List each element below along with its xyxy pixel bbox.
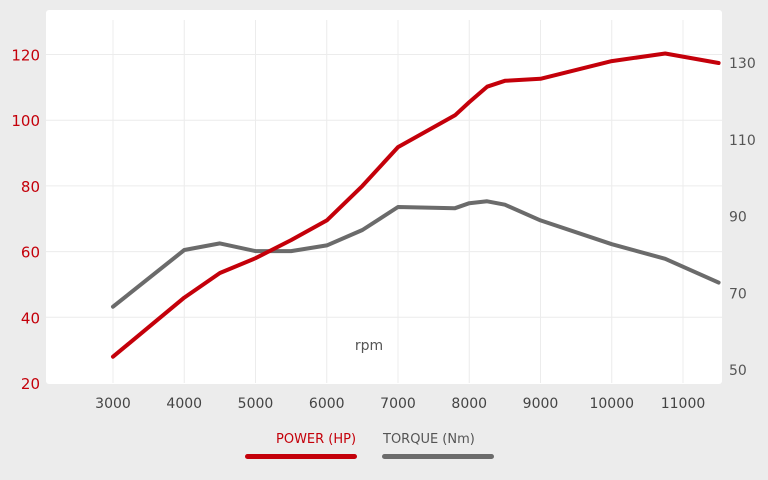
- y-right-tick-label: 130: [729, 56, 756, 72]
- y-right-tick-label: 50: [729, 363, 747, 379]
- x-tick-label: 9000: [523, 396, 559, 412]
- right-axis-ticks: 50 70 90 110 130: [729, 56, 756, 379]
- left-axis-ticks: 20 40 60 80 100 120: [11, 47, 40, 394]
- grid-horizontal: [46, 54, 722, 318]
- x-tick-label: 5000: [238, 396, 274, 412]
- legend-torque: TORQUE (Nm): [382, 432, 494, 462]
- y-left-tick-label: 60: [21, 244, 40, 262]
- grid-vertical: [112, 20, 684, 383]
- power-series: [111, 51, 721, 359]
- x-tick-label: 6000: [309, 396, 345, 412]
- y-left-tick-label: 120: [11, 47, 40, 65]
- x-tick-label: 4000: [166, 396, 202, 412]
- chart-card: [46, 10, 722, 384]
- y-right-tick-label: 110: [729, 133, 756, 149]
- y-left-tick-label: 80: [21, 178, 40, 196]
- legend-torque-label: TORQUE (Nm): [383, 432, 475, 447]
- y-right-tick-label: 70: [729, 286, 747, 302]
- legend-power: POWER (HP): [245, 432, 357, 462]
- y-left-tick-label: 20: [21, 375, 40, 393]
- torque-line: [111, 199, 721, 309]
- legend-torque-swatch: [382, 454, 494, 459]
- x-axis-label: rpm: [355, 338, 383, 354]
- torque-series: [111, 199, 721, 309]
- x-axis-ticks: 3000 4000 5000 6000 7000 8000 9000 10000 11000: [95, 396, 705, 412]
- legend-power-label: POWER (HP): [276, 432, 357, 447]
- x-tick-label: 7000: [380, 396, 416, 412]
- legend-power-swatch: [245, 454, 357, 459]
- x-tick-label: 8000: [451, 396, 487, 412]
- y-left-tick-label: 100: [11, 112, 40, 130]
- x-tick-label: 11000: [661, 396, 706, 412]
- x-tick-label: 3000: [95, 396, 131, 412]
- power-line: [111, 51, 721, 359]
- y-left-tick-label: 40: [21, 309, 40, 327]
- x-tick-label: 10000: [589, 396, 634, 412]
- y-right-tick-label: 90: [729, 210, 747, 226]
